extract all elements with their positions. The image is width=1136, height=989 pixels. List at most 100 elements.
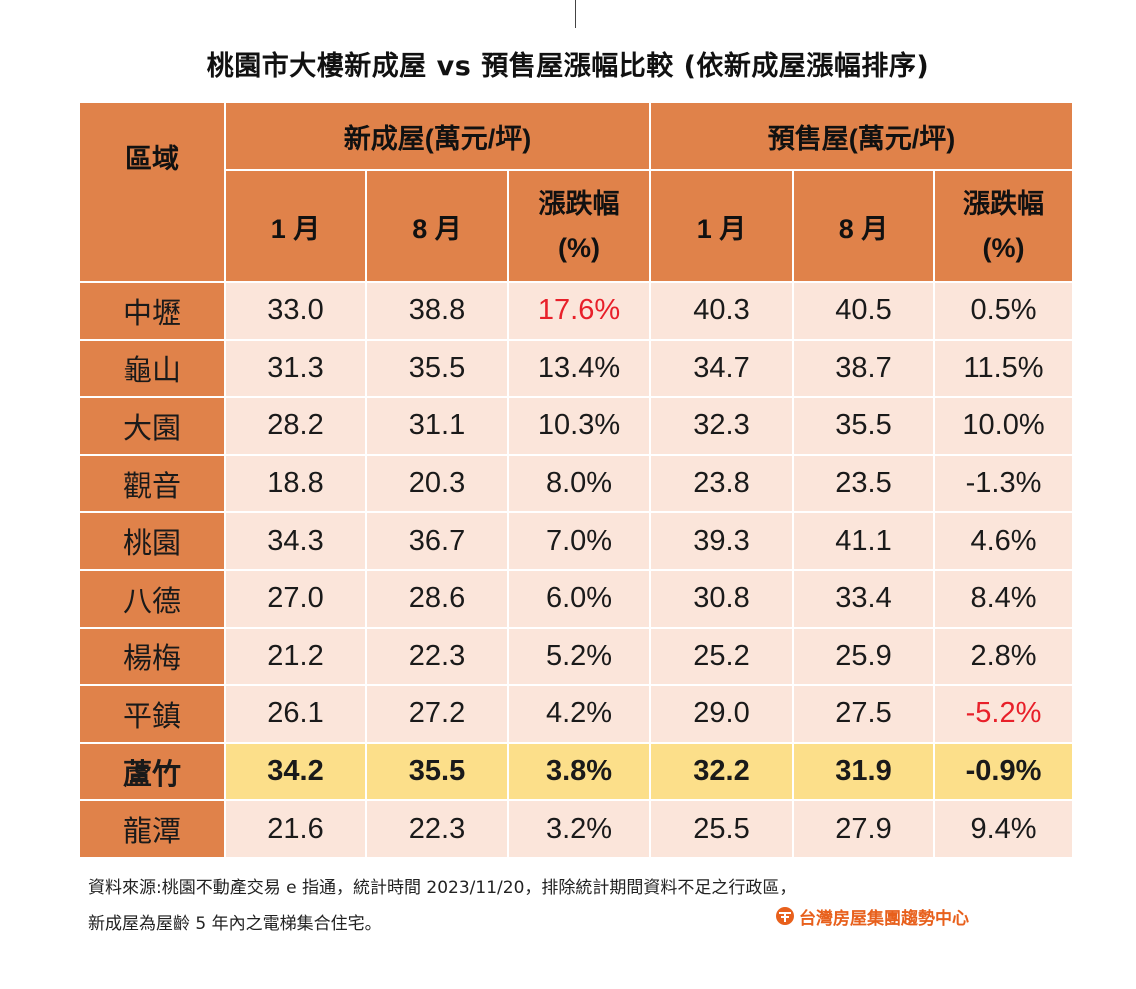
presale-change-cell: 10.0% [933, 396, 1075, 456]
new-jan-cell: 21.2 [224, 626, 367, 687]
presale-aug-cell: 33.4 [792, 568, 936, 629]
presale-aug-cell: 41.1 [792, 511, 936, 571]
table-row: 中壢 33.0 38.8 17.6% 40.3 40.5 0.5% [78, 281, 1075, 341]
district-cell: 龍潭 [78, 799, 226, 859]
presale-change-cell: 0.5% [933, 281, 1075, 341]
presale-aug-cell: 40.5 [792, 281, 936, 341]
chart-title: 桃園市大樓新成屋 vs 預售屋漲幅比較 (依新成屋漲幅排序) [206, 51, 930, 82]
presale-jan-cell: 23.8 [649, 453, 795, 514]
new-aug-cell: 31.1 [365, 396, 509, 456]
presale-jan-cell: 30.8 [649, 568, 795, 629]
change-header-line1: 漲跌幅 [963, 189, 1045, 219]
presale-aug-header: 8 月 [792, 169, 936, 283]
presale-jan-cell: 39.3 [649, 511, 795, 571]
new-house-group-header: 新成屋(萬元/坪) [223, 101, 652, 171]
definition-footnote: 新成屋為屋齡 5 年內之電梯集合住宅。 [88, 914, 382, 934]
new-jan-cell: 31.3 [224, 338, 367, 399]
new-jan-cell: 21.6 [224, 799, 367, 859]
presale-aug-cell: 35.5 [792, 396, 936, 456]
presale-group-header: 預售屋(萬元/坪) [649, 101, 1075, 171]
table-row: 桃園 34.3 36.7 7.0% 39.3 41.1 4.6% [78, 511, 1075, 571]
district-cell: 楊梅 [78, 626, 226, 687]
presale-aug-cell: 25.9 [792, 626, 936, 687]
presale-aug-cell: 31.9 [792, 741, 936, 802]
new-change-header: 漲跌幅 (%) [506, 169, 652, 283]
table-row: 龜山 31.3 35.5 13.4% 34.7 38.7 11.5% [78, 338, 1075, 399]
presale-change-cell: 8.4% [933, 568, 1075, 629]
presale-jan-cell: 25.5 [649, 799, 795, 859]
new-aug-cell: 36.7 [365, 511, 509, 571]
new-jan-cell: 33.0 [224, 281, 367, 341]
new-change-cell: 5.2% [506, 626, 652, 687]
new-aug-cell: 27.2 [365, 684, 509, 744]
top-divider-line [575, 0, 576, 28]
new-jan-cell: 27.0 [224, 568, 367, 629]
new-aug-cell: 38.8 [365, 281, 509, 341]
highlighted-table-row: 蘆竹 34.2 35.5 3.8% 32.2 31.9 -0.9% [78, 741, 1075, 802]
price-comparison-table: 區域 新成屋(萬元/坪) 預售屋(萬元/坪) 1 月 8 月 漲跌幅 (%) 1… [78, 101, 1075, 859]
presale-jan-cell: 32.2 [649, 741, 795, 802]
presale-aug-cell: 38.7 [792, 338, 936, 399]
new-aug-cell: 35.5 [365, 338, 509, 399]
presale-change-header: 漲跌幅 (%) [933, 169, 1075, 283]
new-jan-header: 1 月 [224, 169, 367, 283]
presale-change-cell: -0.9% [933, 741, 1075, 802]
presale-jan-header: 1 月 [649, 169, 795, 283]
brand-name: 台灣房屋集團趨勢中心 [799, 908, 969, 929]
presale-change-cell: 11.5% [933, 338, 1075, 399]
table-row: 八德 27.0 28.6 6.0% 30.8 33.4 8.4% [78, 568, 1075, 629]
new-jan-cell: 26.1 [224, 684, 367, 744]
table-row: 平鎮 26.1 27.2 4.2% 29.0 27.5 -5.2% [78, 684, 1075, 744]
presale-jan-cell: 29.0 [649, 684, 795, 744]
district-cell: 大園 [78, 396, 226, 456]
change-header-line1: 漲跌幅 [538, 189, 620, 219]
presale-aug-cell: 27.5 [792, 684, 936, 744]
table-row: 大園 28.2 31.1 10.3% 32.3 35.5 10.0% [78, 396, 1075, 456]
new-change-cell: 3.8% [506, 741, 652, 802]
table-row: 觀音 18.8 20.3 8.0% 23.8 23.5 -1.3% [78, 453, 1075, 514]
new-aug-cell: 22.3 [365, 799, 509, 859]
new-change-cell: 10.3% [506, 396, 652, 456]
district-cell: 桃園 [78, 511, 226, 571]
new-aug-cell: 35.5 [365, 741, 509, 802]
new-change-cell: 6.0% [506, 568, 652, 629]
district-cell: 八德 [78, 568, 226, 629]
new-jan-cell: 28.2 [224, 396, 367, 456]
presale-aug-cell: 23.5 [792, 453, 936, 514]
new-change-cell: 8.0% [506, 453, 652, 514]
presale-change-cell: 4.6% [933, 511, 1075, 571]
district-cell: 觀音 [78, 453, 226, 514]
table-row: 龍潭 21.6 22.3 3.2% 25.5 27.9 9.4% [78, 799, 1075, 859]
presale-change-cell: 9.4% [933, 799, 1075, 859]
new-aug-cell: 28.6 [365, 568, 509, 629]
source-footnote: 資料來源:桃園不動產交易 e 指通，統計時間 2023/11/20，排除統計期間… [88, 878, 797, 898]
presale-change-cell: 2.8% [933, 626, 1075, 687]
new-aug-cell: 22.3 [365, 626, 509, 687]
brand-logo: 台灣房屋集團趨勢中心 [775, 904, 969, 929]
presale-jan-cell: 40.3 [649, 281, 795, 341]
presale-change-cell: -1.3% [933, 453, 1075, 514]
presale-jan-cell: 34.7 [649, 338, 795, 399]
new-change-cell: 3.2% [506, 799, 652, 859]
new-aug-cell: 20.3 [365, 453, 509, 514]
change-header-line2: (%) [982, 233, 1025, 263]
presale-jan-cell: 32.3 [649, 396, 795, 456]
change-header-line2: (%) [558, 233, 600, 263]
new-jan-cell: 34.3 [224, 511, 367, 571]
table-row: 楊梅 21.2 22.3 5.2% 25.2 25.9 2.8% [78, 626, 1075, 687]
new-aug-header: 8 月 [365, 169, 509, 283]
presale-jan-cell: 25.2 [649, 626, 795, 687]
presale-change-cell: -5.2% [933, 684, 1075, 744]
district-cell: 中壢 [78, 281, 226, 341]
new-change-cell: 17.6% [506, 281, 652, 341]
new-jan-cell: 34.2 [224, 741, 367, 802]
district-column-header: 區域 [78, 101, 226, 283]
new-jan-cell: 18.8 [224, 453, 367, 514]
presale-aug-cell: 27.9 [792, 799, 936, 859]
district-cell: 平鎮 [78, 684, 226, 744]
new-change-cell: 7.0% [506, 511, 652, 571]
district-cell: 蘆竹 [78, 741, 226, 802]
taiwan-realty-logo-icon [776, 907, 794, 925]
new-change-cell: 4.2% [506, 684, 652, 744]
district-cell: 龜山 [78, 338, 226, 399]
